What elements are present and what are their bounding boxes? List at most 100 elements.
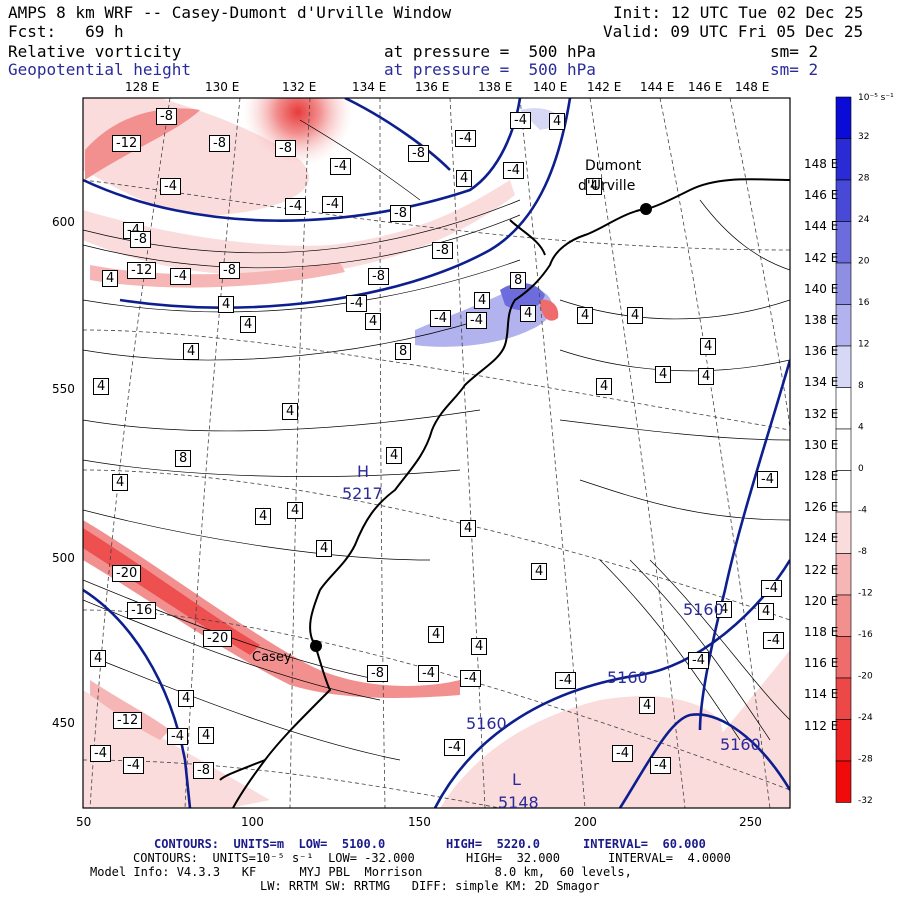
colorbar-tick-label: -28 <box>858 755 873 765</box>
colorbar-tick-label: -16 <box>858 630 873 640</box>
vorticity-contour-label: -20 <box>203 630 233 647</box>
top-lon-label: 128 E <box>125 80 160 94</box>
vorticity-contour-label: -4 <box>510 112 531 129</box>
vorticity-contour-label: 4 <box>698 368 715 385</box>
vorticity-contour-label: -4 <box>285 198 306 215</box>
vorticity-contour-label: -8 <box>367 665 388 682</box>
footer-vorticity-high: HIGH= 32.000 <box>466 851 560 865</box>
dumont-station-marker <box>640 203 652 215</box>
contour-label-5160-c: 5160 <box>466 714 507 733</box>
vorticity-contour-label: 4 <box>586 178 603 195</box>
vorticity-contour-label: 4 <box>700 338 717 355</box>
vorticity-contour-label: 4 <box>90 650 107 667</box>
top-lon-label: 140 E <box>533 80 568 94</box>
field2-smoothing: sm= 2 <box>770 60 819 79</box>
colorbar-tick-label: 32 <box>858 132 869 142</box>
colorbar-swatch <box>835 96 852 139</box>
vorticity-contour-label: 4 <box>218 296 235 313</box>
valid-time: Valid: 09 UTC Fri 05 Dec 25 <box>603 22 864 41</box>
vorticity-contour-label: 4 <box>716 601 733 618</box>
colorbar-tick-label: -12 <box>858 589 873 599</box>
top-lon-label: 144 E <box>640 80 675 94</box>
vorticity-contour-label: 4 <box>178 690 195 707</box>
vorticity-contour-label: 4 <box>365 313 382 330</box>
right-lon-label: 114 E <box>804 687 839 702</box>
left-axis-tick: 550 <box>52 382 75 396</box>
contour-label-5160-b: 5160 <box>607 668 648 687</box>
vorticity-contour-label: -20 <box>112 565 142 582</box>
right-lon-label: 136 E <box>804 344 839 359</box>
vorticity-contour-label: 4 <box>596 378 613 395</box>
field1-name: Relative vorticity <box>8 42 182 61</box>
vorticity-contour-label: 4 <box>531 563 548 580</box>
colorbar-tick-label: -4 <box>858 506 867 516</box>
vorticity-contour-label: -8 <box>156 108 177 125</box>
top-lon-label: 136 E <box>415 80 450 94</box>
footer-physics-info: LW: RRTM SW: RRTMG DIFF: simple KM: 2D S… <box>260 879 600 893</box>
vorticity-contour-label: -8 <box>368 268 389 285</box>
vorticity-contour-label: -8 <box>219 262 240 279</box>
vorticity-contour-label: -8 <box>432 242 453 259</box>
top-lon-label: 138 E <box>478 80 513 94</box>
forecast-hour: Fcst: 69 h <box>8 22 124 41</box>
vorticity-contour-label: 4 <box>520 305 537 322</box>
high-marker: H <box>357 462 370 481</box>
colorbar-tick-label: -8 <box>858 547 867 557</box>
right-lon-label: 126 E <box>804 500 839 515</box>
right-lon-label: 146 E <box>804 188 839 203</box>
durville-label: d'Urville <box>578 178 636 194</box>
vorticity-contour-label: 4 <box>255 508 272 525</box>
vorticity-contour-label: -4 <box>418 665 439 682</box>
colorbar-tick-label: 16 <box>858 298 870 308</box>
vorticity-contour-label: -4 <box>160 178 181 195</box>
vorticity-contour-label: 8 <box>395 343 412 360</box>
vorticity-contour-label: 4 <box>287 502 304 519</box>
footer-height-interval: INTERVAL= 60.000 <box>583 837 706 851</box>
vorticity-contour-label: -4 <box>761 580 782 597</box>
vorticity-contour-label: -4 <box>763 632 784 649</box>
bottom-axis-tick: 50 <box>76 815 92 829</box>
vorticity-contour-label: 8 <box>175 450 192 467</box>
vorticity-contour-label: -8 <box>193 762 214 779</box>
vorticity-contour-label: -4 <box>688 652 709 669</box>
bottom-axis-tick: 200 <box>574 815 597 829</box>
footer-vorticity-interval: INTERVAL= 4.0000 <box>608 851 731 865</box>
vorticity-contour-label: 4 <box>183 343 200 360</box>
colorbar-tick-label: 0 <box>858 464 864 474</box>
colorbar-tick-label: 24 <box>858 215 870 225</box>
top-lon-label: 146 E <box>688 80 723 94</box>
top-lon-label: 148 E <box>735 80 770 94</box>
right-lon-label: 144 E <box>804 219 839 234</box>
contour-label-5160-d: 5160 <box>720 735 761 754</box>
casey-label: Casey <box>252 650 292 665</box>
right-lon-label: 112 E <box>804 718 839 733</box>
right-lon-label: 134 E <box>804 375 839 390</box>
vorticity-contour-label: -4 <box>123 757 144 774</box>
vorticity-contour-label: -4 <box>466 312 487 329</box>
colorbar-tick-label: -20 <box>858 672 873 682</box>
vorticity-contour-label: 4 <box>474 292 491 309</box>
vorticity-contour-label: 4 <box>386 447 403 464</box>
right-lon-label: 142 E <box>804 250 839 265</box>
vorticity-contour-label: 4 <box>198 727 215 744</box>
vorticity-contour-label: -4 <box>170 268 191 285</box>
vorticity-contour-label: -4 <box>330 158 351 175</box>
vorticity-contour-label: 4 <box>93 378 110 395</box>
field2-name: Geopotential height <box>8 60 192 79</box>
vorticity-contour-label: 4 <box>240 316 257 333</box>
vorticity-contour-label: 4 <box>102 270 119 287</box>
vorticity-contour-label: -4 <box>757 471 778 488</box>
vorticity-contour-label: -4 <box>346 295 367 312</box>
top-lon-label: 142 E <box>587 80 622 94</box>
vorticity-contour-label: -8 <box>209 135 230 152</box>
footer-model-info: Model Info: V4.3.3 KF MYJ PBL Morrison 8… <box>90 865 632 879</box>
colorbar-tick-label: -24 <box>858 713 873 723</box>
left-axis-tick: 500 <box>52 551 75 565</box>
vorticity-contour-label: 4 <box>471 638 488 655</box>
colorbar-tick-label: 20 <box>858 257 870 267</box>
colorbar-tick-label: 4 <box>858 423 864 433</box>
vorticity-contour-label: 4 <box>549 113 566 130</box>
vorticity-contour-label: -12 <box>113 712 143 729</box>
vorticity-contour-label: -8 <box>275 140 296 157</box>
